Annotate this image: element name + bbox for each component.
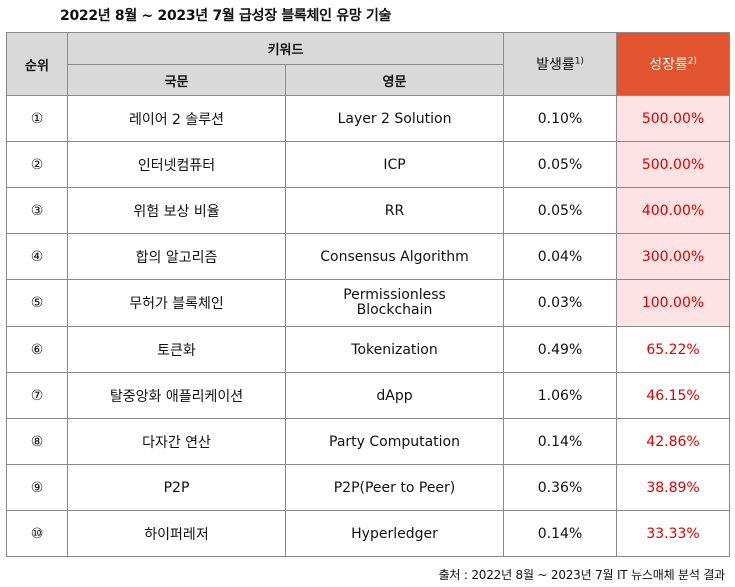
table-title: 2022년 8월 ~ 2023년 7월 급성장 블록체인 유망 기술	[60, 8, 392, 24]
growth-cell: 500.00%	[616, 141, 731, 188]
korean-keyword-cell: P2P	[67, 464, 286, 511]
growth-table: 순위 키워드 발생률1) 성장률2) 국문 영문 ① 레이어 2 솔루션 Layer…	[6, 32, 731, 557]
source-note: 출처 : 2022년 8월 ~ 2023년 7월 IT 뉴스매체 분석 결과	[438, 568, 726, 582]
korean-keyword-cell: 인터넷컴퓨터	[67, 141, 286, 188]
growth-cell: 46.15%	[616, 372, 731, 419]
english-keyword-cell: Hyperledger	[284, 510, 505, 557]
growth-cell: 300.00%	[616, 233, 731, 280]
table-row: ③ 위험 보상 비율 RR 0.05% 400.00%	[6, 187, 731, 234]
english-keyword-cell: dApp	[284, 372, 505, 419]
korean-keyword-cell: 토큰화	[67, 326, 286, 373]
rank-cell: ⑧	[6, 418, 68, 465]
english-keyword-cell: P2P(Peer to Peer)	[284, 464, 505, 511]
growth-cell: 100.00%	[616, 279, 731, 327]
occurrence-cell: 0.05%	[503, 141, 618, 188]
occurrence-cell: 0.49%	[503, 326, 618, 373]
rank-cell: ⑦	[6, 372, 68, 419]
occurrence-cell: 0.14%	[503, 510, 618, 557]
growth-header-label: 성장률	[649, 57, 688, 73]
growth-footnote: 2)	[687, 56, 697, 67]
growth-header: 성장률2)	[616, 32, 731, 96]
english-keyword-line: Blockchain	[356, 302, 433, 318]
english-keyword-line: Permissionless	[343, 287, 446, 303]
korean-keyword-cell: 다자간 연산	[67, 418, 286, 465]
occurrence-cell: 0.14%	[503, 418, 618, 465]
occurrence-footnote: 1)	[574, 56, 584, 67]
table-row: ⑨ P2P P2P(Peer to Peer) 0.36% 38.89%	[6, 464, 731, 511]
rank-cell: ⑨	[6, 464, 68, 511]
english-keyword-cell: Consensus Algorithm	[284, 233, 505, 280]
korean-keyword-cell: 탈중앙화 애플리케이션	[67, 372, 286, 419]
growth-cell: 33.33%	[616, 510, 731, 557]
table-row: ⑥ 토큰화 Tokenization 0.49% 65.22%	[6, 326, 731, 373]
occurrence-cell: 1.06%	[503, 372, 618, 419]
occurrence-header: 발생률1)	[503, 32, 618, 96]
occurrence-cell: 0.36%	[503, 464, 618, 511]
korean-keyword-cell: 하이퍼레저	[67, 510, 286, 557]
english-keyword-cell: RR	[284, 187, 505, 234]
growth-cell: 400.00%	[616, 187, 731, 234]
occurrence-cell: 0.05%	[503, 187, 618, 234]
table-row: ② 인터넷컴퓨터 ICP 0.05% 500.00%	[6, 141, 731, 188]
english-keyword-cell: Permissionless Blockchain	[284, 279, 505, 327]
rank-cell: ③	[6, 187, 68, 234]
english-keyword-cell: Party Computation	[284, 418, 505, 465]
table-row: ⑩ 하이퍼레저 Hyperledger 0.14% 33.33%	[6, 510, 731, 557]
rank-cell: ①	[6, 95, 68, 142]
rank-cell: ④	[6, 233, 68, 280]
korean-keyword-cell: 레이어 2 솔루션	[67, 95, 286, 142]
growth-cell: 42.86%	[616, 418, 731, 465]
korean-header: 국문	[67, 64, 286, 96]
english-keyword-cell: Layer 2 Solution	[284, 95, 505, 142]
rank-cell: ②	[6, 141, 68, 188]
table-row: ⑤ 무허가 블록체인 Permissionless Blockchain 0.03% 10…	[6, 279, 731, 327]
korean-keyword-cell: 합의 알고리즘	[67, 233, 286, 280]
korean-keyword-cell: 무허가 블록체인	[67, 279, 286, 327]
growth-cell: 38.89%	[616, 464, 731, 511]
rank-header: 순위	[6, 32, 68, 96]
english-header: 영문	[284, 64, 505, 96]
occurrence-cell: 0.03%	[503, 279, 618, 327]
rank-cell: ⑤	[6, 279, 68, 327]
occurrence-header-label: 발생률	[536, 57, 575, 73]
english-keyword-cell: Tokenization	[284, 326, 505, 373]
korean-keyword-cell: 위험 보상 비율	[67, 187, 286, 234]
table-row: ④ 합의 알고리즘 Consensus Algorithm 0.04% 300.00%	[6, 233, 731, 280]
occurrence-cell: 0.04%	[503, 233, 618, 280]
growth-cell: 500.00%	[616, 95, 731, 142]
growth-cell: 65.22%	[616, 326, 731, 373]
rank-cell: ⑩	[6, 510, 68, 557]
occurrence-cell: 0.10%	[503, 95, 618, 142]
keyword-header: 키워드	[66, 32, 505, 65]
rank-cell: ⑥	[6, 326, 68, 373]
english-keyword-cell: ICP	[284, 141, 505, 188]
table-row: ⑦ 탈중앙화 애플리케이션 dApp 1.06% 46.15%	[6, 372, 731, 419]
table-row: ① 레이어 2 솔루션 Layer 2 Solution 0.10% 500.00%	[6, 95, 731, 142]
table-row: ⑧ 다자간 연산 Party Computation 0.14% 42.86%	[6, 418, 731, 465]
